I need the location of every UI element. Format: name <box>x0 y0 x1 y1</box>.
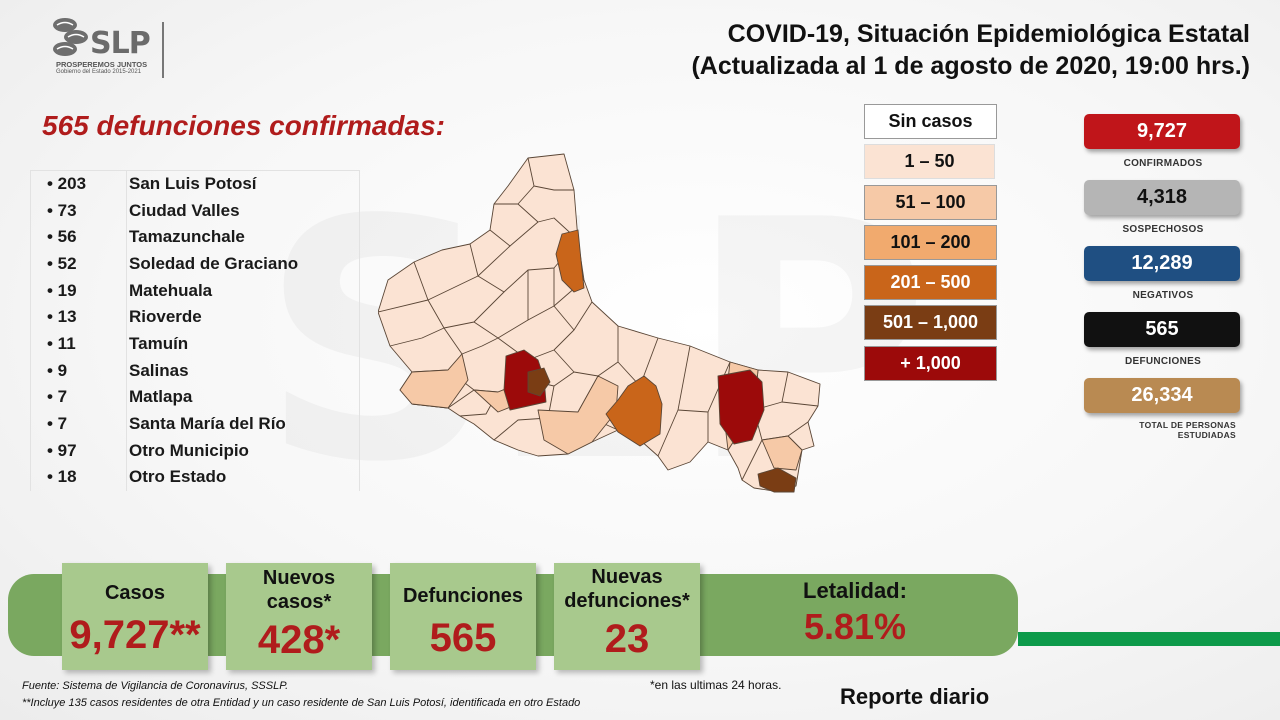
table-row: • 7 Santa María del Río <box>30 410 360 438</box>
card-nuevos-casos-value: 428* <box>257 618 341 662</box>
footer-last24: *en las ultimas 24 horas. <box>650 678 782 692</box>
deaths-by-municipality-table: • 203 San Luis Potosí • 73 Ciudad Valles • 5… <box>30 170 360 491</box>
card-defunciones-value: 565 <box>429 616 497 660</box>
stat-label: DEFUNCIONES <box>1124 356 1202 367</box>
logo-emblem-icon <box>53 18 88 56</box>
map-area-rioverde <box>605 375 663 447</box>
summary-stats: 9,727 CONFIRMADOS 4,318 SOSPECHOSOS 12,289 NE… <box>1084 114 1242 444</box>
legend-item: 501 – 1,000 <box>864 305 997 341</box>
legend-item: 101 – 200 <box>864 224 997 260</box>
legend-item: 1 – 50 <box>864 144 995 180</box>
stat-value: 12,289 <box>1084 246 1240 281</box>
map-area-ciudad-valles <box>717 369 765 445</box>
logo-brand: SLP <box>90 26 151 61</box>
table-row: • 97 Otro Municipio <box>30 437 360 465</box>
deaths-heading: 565 defunciones confirmadas: <box>42 110 446 141</box>
table-row: • 19 Matehuala <box>30 277 360 304</box>
stat-label: CONFIRMADOS <box>1123 158 1203 169</box>
legend-item: Sin casos <box>864 104 997 139</box>
map-area-soledad <box>527 367 551 397</box>
green-stripe <box>1018 632 1280 646</box>
table-row: • 9 Salinas <box>30 357 360 384</box>
death-count: • 13 <box>30 303 127 331</box>
stat-label: SOSPECHOSOS <box>1122 224 1204 235</box>
death-count: • 18 <box>30 464 127 491</box>
death-count: • 203 <box>30 170 127 198</box>
death-count: • 19 <box>30 277 127 304</box>
municipality-name: Matlapa <box>126 384 360 411</box>
table-row: • 73 Ciudad Valles <box>30 197 360 224</box>
death-count: • 97 <box>30 437 127 465</box>
municipality-name: Otro Estado <box>126 464 360 491</box>
death-count: • 11 <box>30 330 127 358</box>
card-defunciones-label: Defunciones <box>402 585 524 607</box>
municipality-name: Tamuín <box>126 330 360 358</box>
logo-divider <box>162 22 164 78</box>
table-row: • 11 Tamuín <box>30 330 360 358</box>
logo-tagline: PROSPEREMOS JUNTOS <box>56 60 148 69</box>
municipality-name: San Luis Potosí <box>126 170 360 198</box>
map-legend: Sin casos 1 – 50 51 – 100 101 – 200 201 – 50… <box>864 104 999 386</box>
municipality-name: Tamazunchale <box>126 223 360 251</box>
title-line-2: (Actualizada al 1 de agosto de 2020, 19:… <box>691 52 1250 80</box>
card-nuevas-defunciones: Nuevas defunciones* 23 <box>554 563 700 670</box>
map-area-matehuala <box>555 229 585 293</box>
card-casos: Casos 9,727** <box>62 563 208 670</box>
page-title: COVID-19, Situación Epidemiológica Estat… <box>691 18 1250 82</box>
map-area-san-luis-potosi <box>503 349 547 411</box>
municipality-name: Rioverde <box>126 303 360 331</box>
government-logo: SLP PROSPEREMOS JUNTOS Gobierno del Esta… <box>52 16 164 80</box>
death-count: • 7 <box>30 410 127 438</box>
footer-note: **Incluye 135 casos residentes de otra E… <box>22 697 581 709</box>
state-outline <box>378 153 821 493</box>
stat-label: NEGATIVOS <box>1132 290 1194 301</box>
map-area-tamazunchale <box>757 467 797 493</box>
death-count: • 9 <box>30 357 127 384</box>
municipality-name: Ciudad Valles <box>126 197 360 224</box>
municipality-name: Soledad de Graciano <box>126 250 360 278</box>
card-nuevas-defunciones-label: Nuevas defunciones* <box>564 566 690 612</box>
legend-item: + 1,000 <box>864 345 997 381</box>
state-map <box>378 153 821 493</box>
table-row: • 13 Rioverde <box>30 303 360 331</box>
stat-value: 26,334 <box>1084 378 1240 413</box>
table-row: • 52 Soledad de Graciano <box>30 250 360 278</box>
daily-report-label: Reporte diario <box>840 684 990 709</box>
table-row: • 56 Tamazunchale <box>30 223 360 251</box>
municipality-name: Otro Municipio <box>126 437 360 465</box>
card-casos-value: 9,727** <box>69 613 201 657</box>
title-line-1: COVID-19, Situación Epidemiológica Estat… <box>727 20 1250 48</box>
card-casos-label: Casos <box>104 582 166 604</box>
card-nuevas-defunciones-value: 23 <box>604 617 650 661</box>
card-defunciones: Defunciones 565 <box>390 563 536 670</box>
card-nuevos-casos: Nuevos casos* 428* <box>226 563 372 670</box>
death-count: • 73 <box>30 197 127 224</box>
card-nuevos-casos-label: Nuevos casos* <box>262 567 336 613</box>
stat-label: TOTAL DE PERSONAS ESTUDIADAS <box>1139 420 1236 440</box>
letalidad-value: 5.81% <box>803 606 907 647</box>
map-area-rioverde-west <box>399 353 469 409</box>
death-count: • 7 <box>30 384 127 411</box>
table-row: • 203 San Luis Potosí <box>30 170 360 198</box>
stat-value: 565 <box>1084 312 1240 347</box>
death-count: • 52 <box>30 250 127 278</box>
legend-item: 201 – 500 <box>864 265 997 301</box>
municipality-name: Santa María del Río <box>126 410 360 438</box>
table-row: • 18 Otro Estado <box>30 464 360 491</box>
municipality-name: Salinas <box>126 357 360 384</box>
stat-value: 9,727 <box>1084 114 1240 149</box>
logo-subtitle: Gobierno del Estado 2015-2021 <box>56 69 142 75</box>
letalidad-label: Letalidad: <box>803 578 907 603</box>
table-row: • 7 Matlapa <box>30 384 360 411</box>
municipality-name: Matehuala <box>126 277 360 304</box>
footer-source: Fuente: Sistema de Vigilancia de Coronav… <box>22 680 289 692</box>
stat-value: 4,318 <box>1084 180 1240 215</box>
legend-item: 51 – 100 <box>864 184 997 220</box>
death-count: • 56 <box>30 223 127 251</box>
